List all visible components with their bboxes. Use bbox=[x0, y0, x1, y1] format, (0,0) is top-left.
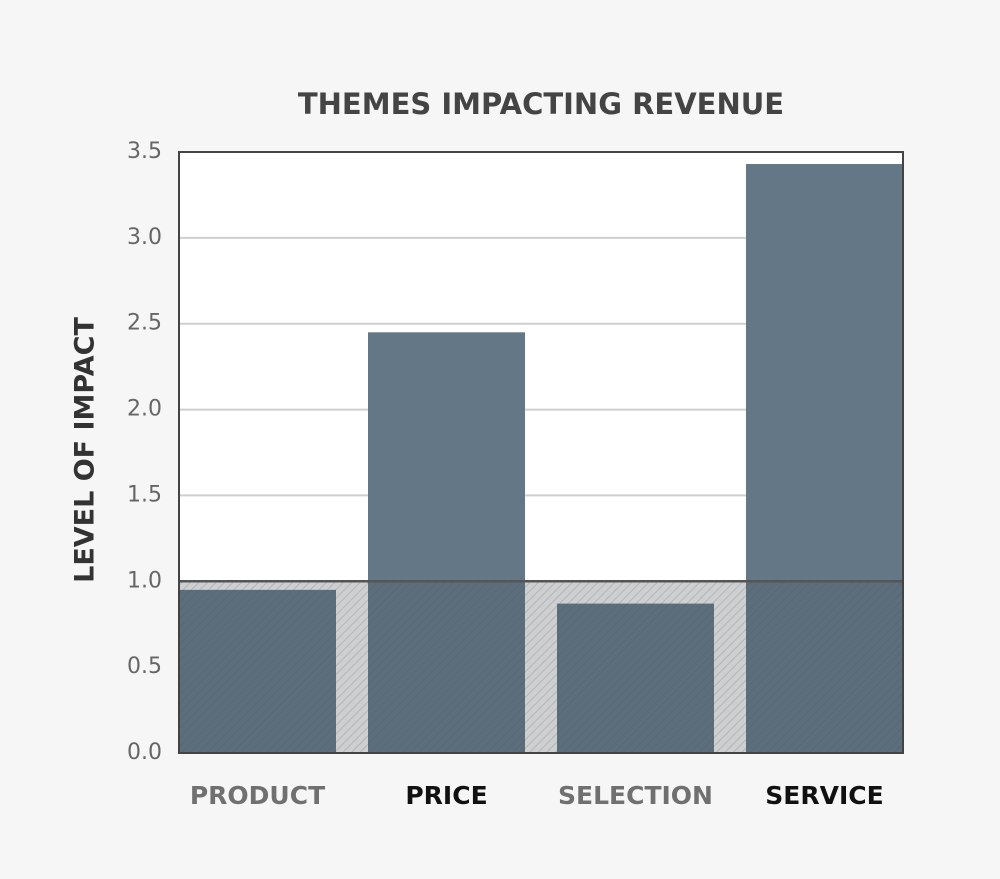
y-tick-label: 0.5 bbox=[127, 654, 162, 679]
y-tick-label: 2.5 bbox=[127, 311, 162, 336]
y-tick-label: 1.5 bbox=[127, 482, 162, 507]
threshold-overlay bbox=[179, 581, 903, 753]
y-axis-label: LEVEL OF IMPACT bbox=[70, 317, 101, 583]
y-tick-label: 3.5 bbox=[127, 139, 162, 164]
x-tick-label: SERVICE bbox=[765, 781, 883, 810]
y-tick-label: 3.0 bbox=[127, 225, 162, 250]
x-tick-label: SELECTION bbox=[558, 781, 713, 810]
y-tick-label: 0.0 bbox=[127, 740, 162, 765]
x-tick-label: PRODUCT bbox=[190, 781, 325, 810]
y-tick-label: 2.0 bbox=[127, 397, 162, 422]
x-tick-label: PRICE bbox=[405, 781, 487, 810]
plot-border bbox=[178, 151, 904, 754]
y-tick-label: 1.0 bbox=[127, 568, 162, 593]
chart-title: THEMES IMPACTING REVENUE bbox=[298, 87, 784, 121]
